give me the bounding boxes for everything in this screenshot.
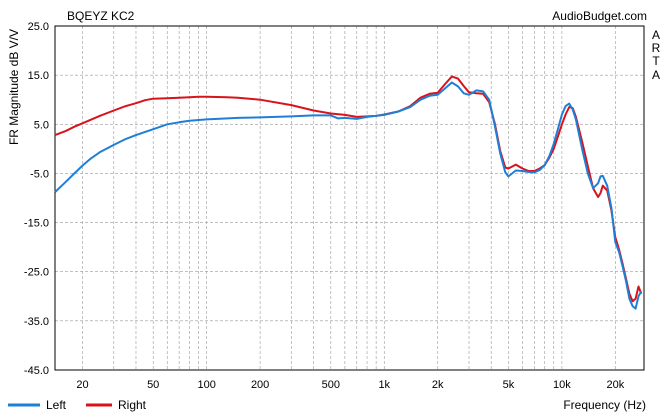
y-tick-label: -25.0: [24, 267, 49, 279]
x-tick-label: 200: [251, 379, 269, 391]
side-label: A R T A: [652, 28, 661, 82]
y-tick-label: 5.0: [34, 119, 49, 131]
y-tick-label: -5.0: [30, 168, 49, 180]
y-axis-label: FR Magnitude dB V/V: [7, 29, 21, 145]
x-tick-label: 50: [147, 379, 159, 391]
series-line-right: [54, 75, 643, 303]
x-tick-label: 1k: [378, 379, 390, 391]
legend: Left Right: [8, 398, 147, 412]
grid: [55, 26, 644, 370]
y-tick-label: 25.0: [28, 21, 49, 33]
side-label-letter: A: [652, 28, 660, 42]
watermark: AudioBudget.com: [552, 9, 647, 23]
y-axis-ticks: 25.0 15.0 5.0 -5.0 -15.0 -25.0 -35.0 -45.0: [24, 21, 49, 377]
x-tick-label: 20k: [606, 379, 624, 391]
plot-frame: [54, 25, 645, 371]
chart-title: BQEYZ KC2: [67, 9, 135, 23]
x-tick-label: 20: [76, 379, 88, 391]
x-tick-label: 100: [197, 379, 215, 391]
side-label-letter: R: [652, 41, 661, 55]
side-label-letter: A: [652, 68, 660, 82]
series-layer: [54, 75, 643, 310]
legend-label-left: Left: [46, 398, 67, 412]
series-line-left: [54, 81, 643, 310]
y-tick-label: 15.0: [28, 70, 49, 82]
legend-label-right: Right: [118, 398, 147, 412]
y-tick-label: -15.0: [24, 218, 49, 230]
x-axis-label: Frequency (Hz): [563, 398, 646, 412]
y-tick-label: -35.0: [24, 316, 49, 328]
x-tick-label: 500: [322, 379, 340, 391]
x-axis-ticks: 20 50 100 200 500 1k 2k 5k 10k 20k: [76, 379, 624, 391]
x-tick-label: 5k: [503, 379, 515, 391]
y-tick-label: -45.0: [24, 365, 49, 377]
x-tick-label: 10k: [553, 379, 571, 391]
x-tick-label: 2k: [432, 379, 444, 391]
side-label-letter: T: [652, 54, 660, 68]
